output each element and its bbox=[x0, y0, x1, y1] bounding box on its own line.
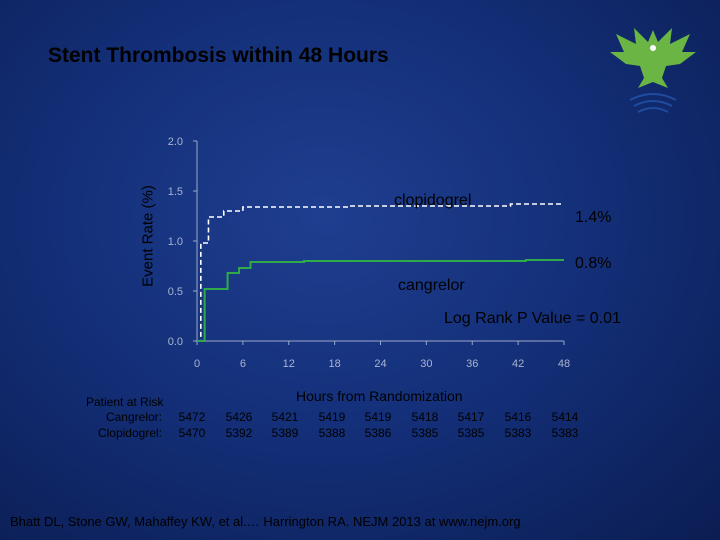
y-axis-label: Event Rate (%) bbox=[139, 185, 157, 287]
x-tick-label: 36 bbox=[466, 358, 478, 370]
x-tick-label: 48 bbox=[558, 358, 570, 370]
series-label-cangrelor: cangrelor bbox=[398, 277, 465, 294]
x-axis-label: Hours from Randomization bbox=[296, 388, 463, 404]
risk-value: 5385 bbox=[457, 426, 485, 440]
page-title: Stent Thrombosis within 48 Hours bbox=[48, 44, 389, 67]
risk-value: 5386 bbox=[364, 426, 392, 440]
y-tick-label: 0.0 bbox=[168, 336, 183, 348]
y-tick-label: 2.0 bbox=[168, 136, 183, 148]
risk-value: 5419 bbox=[364, 410, 392, 424]
x-tick-label: 0 bbox=[194, 358, 200, 370]
x-tick-label: 12 bbox=[283, 358, 295, 370]
risk-value: 5416 bbox=[504, 410, 532, 424]
risk-value: 5418 bbox=[411, 410, 439, 424]
risk-value: 5426 bbox=[225, 410, 253, 424]
end-label-cangrelor: 0.8% bbox=[575, 255, 612, 272]
risk-value: 5389 bbox=[271, 426, 299, 440]
risk-value: 5421 bbox=[271, 410, 299, 424]
risk-table-header: Patient at Risk bbox=[86, 395, 164, 409]
x-tick-label: 18 bbox=[329, 358, 341, 370]
risk-value: 5392 bbox=[225, 426, 253, 440]
risk-value: 5414 bbox=[551, 410, 579, 424]
x-tick-label: 42 bbox=[512, 358, 524, 370]
y-tick-label: 0.5 bbox=[168, 286, 183, 298]
risk-row-label-clopidogrel: Clopidogrel: bbox=[97, 426, 162, 440]
risk-value: 5388 bbox=[318, 426, 346, 440]
risk-value: 5383 bbox=[551, 426, 579, 440]
series-line-cangrelor bbox=[197, 259, 564, 342]
x-tick-label: 6 bbox=[240, 358, 246, 370]
risk-value: 5385 bbox=[411, 426, 439, 440]
risk-row-label-cangrelor: Cangrelor: bbox=[105, 410, 162, 424]
x-tick-label: 24 bbox=[374, 358, 386, 370]
series-label-clopidogrel: clopidogrel bbox=[394, 192, 472, 209]
x-tick-label: 30 bbox=[420, 358, 432, 370]
end-label-clopidogrel: 1.4% bbox=[575, 209, 612, 226]
risk-value: 5472 bbox=[178, 410, 206, 424]
eagle-icon bbox=[610, 28, 696, 113]
y-tick-label: 1.0 bbox=[168, 236, 183, 248]
risk-value: 5383 bbox=[504, 426, 532, 440]
risk-value: 5419 bbox=[318, 410, 346, 424]
y-tick-label: 1.5 bbox=[168, 186, 183, 198]
risk-value: 5470 bbox=[178, 426, 206, 440]
citation: Bhatt DL, Stone GW, Mahaffey KW, et al.…… bbox=[10, 514, 521, 529]
risk-value: 5417 bbox=[457, 410, 485, 424]
p-value-annotation: Log Rank P Value = 0.01 bbox=[444, 310, 621, 327]
